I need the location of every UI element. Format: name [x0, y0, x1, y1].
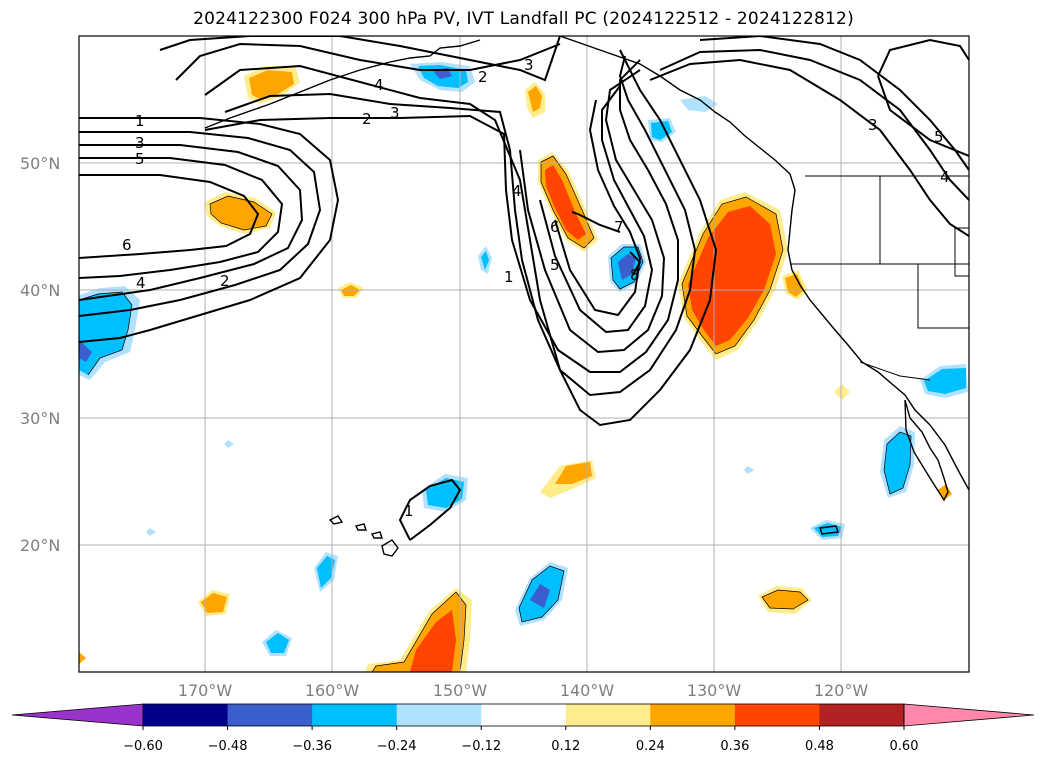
lon-tick-label: 120°W — [814, 681, 869, 700]
lon-tick-label: 150°W — [433, 681, 488, 700]
contour-label: 3 — [390, 104, 400, 122]
graticule — [79, 36, 969, 672]
colorbar-tick-label: −0.48 — [208, 739, 248, 754]
lon-tick-labels: 170°W 160°W 150°W 140°W 130°W 120°W — [178, 681, 869, 700]
shading-outlines — [79, 155, 912, 672]
lon-tick-label: 170°W — [178, 681, 233, 700]
contour-label: 2 — [220, 272, 230, 290]
contour-label: 4 — [512, 182, 522, 200]
contour-label: 4 — [374, 76, 384, 94]
contour-label: 6 — [122, 236, 132, 254]
contour-label: 1 — [135, 112, 145, 130]
lat-tick-label: 40°N — [20, 281, 60, 300]
contour-label: 4 — [136, 274, 146, 292]
colorbar-outline — [142, 703, 905, 727]
colorbar-segment — [819, 704, 905, 726]
contour-label: 5 — [550, 256, 560, 274]
figure-title: 2024122300 F024 300 hPa PV, IVT Landfall… — [193, 9, 854, 29]
contour-label: 1 — [404, 502, 414, 520]
colorbar-extend-min — [11, 703, 144, 727]
lat-tick-labels: 50°N 40°N 30°N 20°N — [20, 154, 60, 555]
colorbar-extend-max — [903, 703, 1035, 727]
lon-tick-label: 140°W — [560, 681, 615, 700]
colorbar-tick-label: 0.36 — [720, 739, 749, 754]
lat-tick-label: 30°N — [20, 409, 60, 428]
colorbar-tick-label: 0.48 — [805, 739, 834, 754]
colorbar-labels: −0.60 −0.48 −0.36 −0.24 −0.12 0.12 0.24 0.36 0.4… — [123, 726, 918, 754]
colorbar-segment — [650, 704, 736, 726]
contour-label: 3 — [135, 134, 145, 152]
colorbar-tick-label: −0.36 — [292, 739, 332, 754]
colorbar-tick-label: −0.24 — [377, 739, 417, 754]
pv-contours — [79, 36, 969, 541]
colorbar-segment — [227, 704, 313, 726]
colorbar-tick-label: 0.24 — [636, 739, 665, 754]
contour-label: 6 — [550, 218, 560, 236]
colorbar-segment — [396, 704, 482, 726]
colorbar-segment — [312, 704, 398, 726]
lat-tick-label: 50°N — [20, 154, 60, 173]
contour-label: 8 — [630, 266, 640, 284]
lon-tick-label: 130°W — [687, 681, 742, 700]
contour-label: 7 — [614, 218, 624, 236]
colorbar-tick-label: 0.12 — [551, 739, 580, 754]
contour-label: 2 — [362, 110, 372, 128]
colorbar-segment — [143, 704, 229, 726]
political-borders — [790, 175, 969, 381]
colorbar-segment — [481, 704, 567, 726]
colorbar-tick-label: 0.60 — [890, 739, 919, 754]
colorbar-segment — [565, 704, 651, 726]
pc-shading-layer — [79, 62, 968, 672]
contour-label: 3 — [868, 116, 878, 134]
colorbar-segments — [11, 703, 1035, 727]
contour-label: 5 — [934, 128, 944, 146]
lon-tick-label: 160°W — [305, 681, 360, 700]
contour-labels: 1 3 5 2 3 4 2 3 6 4 2 4 1 5 6 7 8 1 3 4 … — [122, 56, 950, 520]
coastlines — [204, 36, 969, 557]
colorbar-tick-label: −0.60 — [123, 739, 163, 754]
contour-label: 1 — [504, 268, 514, 286]
lat-tick-label: 20°N — [20, 536, 60, 555]
contour-label: 5 — [135, 150, 145, 168]
contour-label: 4 — [940, 168, 950, 186]
contour-label: 3 — [524, 56, 534, 74]
contour-label: 2 — [478, 68, 488, 86]
colorbar-segment — [734, 704, 820, 726]
map-frame — [78, 35, 970, 673]
colorbar-tick-label: −0.12 — [461, 739, 501, 754]
